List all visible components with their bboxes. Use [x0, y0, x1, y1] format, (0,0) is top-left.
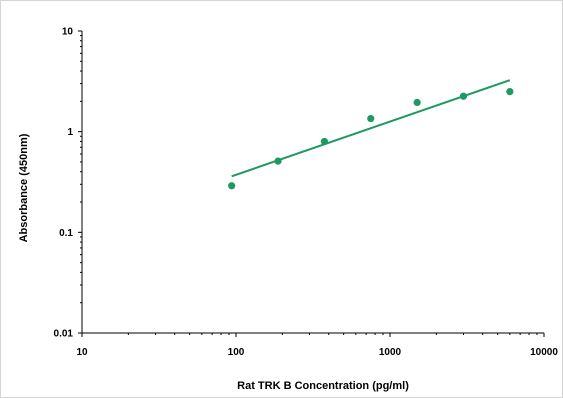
data-point: [506, 88, 514, 96]
x-tick-label: 10000: [530, 347, 558, 358]
x-tick-label: 100: [228, 347, 245, 358]
data-point: [228, 182, 236, 190]
y-axis-title: Absorbance (450nm): [18, 133, 30, 242]
y-tick-label: 1: [67, 127, 73, 138]
data-point: [320, 137, 329, 146]
y-tick-label: 10: [62, 27, 74, 38]
data-point: [274, 157, 282, 165]
x-tick-label: 1000: [379, 347, 402, 358]
data-point: [459, 92, 468, 100]
x-axis-title: Rat TRK B Concentration (pg/ml): [237, 380, 409, 392]
y-tick-labels: 0.01 0.1 1 10: [54, 27, 74, 340]
trendline: [231, 79, 511, 178]
x-axis-ticks: [81, 333, 545, 337]
y-axis-ticks: [78, 30, 82, 334]
x-tick-label: 10: [76, 347, 88, 358]
data-point: [413, 98, 421, 107]
x-tick-labels: 10 100 1000 10000: [76, 347, 558, 358]
y-tick-label: 0.01: [54, 329, 74, 340]
y-tick-label: 0.1: [59, 228, 73, 239]
data-point: [367, 114, 375, 123]
data-points: [228, 88, 514, 190]
